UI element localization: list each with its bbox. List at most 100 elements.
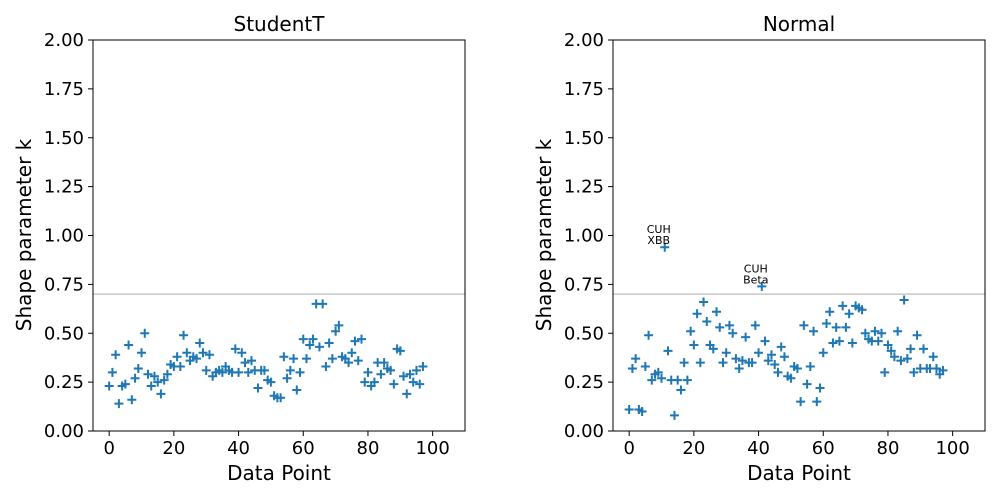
data-point: [363, 367, 373, 377]
data-point: [931, 363, 941, 373]
data-point: [912, 330, 922, 340]
data-point: [805, 361, 815, 371]
data-point: [831, 322, 841, 332]
data-point: [938, 365, 948, 375]
data-point: [411, 365, 421, 375]
data-point: [818, 348, 828, 358]
data-point: [809, 326, 819, 336]
data-point: [728, 328, 738, 338]
data-point: [699, 297, 709, 307]
data-point: [266, 377, 276, 387]
data-point: [331, 326, 341, 336]
data-point: [657, 373, 667, 383]
data-point: [356, 334, 366, 344]
data-point: [844, 309, 854, 319]
x-tick-label: 60: [812, 438, 835, 459]
data-point: [763, 356, 773, 366]
data-point: [928, 352, 938, 362]
data-point: [350, 336, 360, 346]
data-point: [153, 377, 163, 387]
y-tick-label: 1.50: [44, 128, 84, 149]
data-point: [289, 354, 299, 364]
data-point: [812, 397, 822, 407]
data-point: [172, 352, 182, 362]
x-tick-label: 40: [747, 438, 770, 459]
y-tick-label: 1.75: [44, 79, 84, 100]
data-point: [870, 326, 880, 336]
data-point: [695, 358, 705, 368]
data-point: [243, 367, 253, 377]
data-point: [295, 367, 305, 377]
data-point: [841, 322, 851, 332]
data-point: [640, 361, 650, 371]
data-point: [402, 389, 412, 399]
data-point: [376, 369, 386, 379]
data-point: [395, 346, 405, 356]
data-point: [314, 342, 324, 352]
data-point: [731, 354, 741, 364]
y-tick-label: 0.25: [44, 372, 84, 393]
y-tick-label: 1.50: [564, 128, 604, 149]
data-point: [321, 361, 331, 371]
y-tick-label: 0.25: [564, 372, 604, 393]
data-point: [860, 328, 870, 338]
x-tick-label: 0: [103, 438, 114, 459]
data-point: [644, 330, 654, 340]
data-point: [724, 320, 734, 330]
data-point: [893, 326, 903, 336]
data-point: [631, 354, 641, 364]
data-point: [217, 367, 227, 377]
data-point: [175, 361, 185, 371]
data-point: [107, 367, 117, 377]
data-point: [301, 354, 311, 364]
data-point: [737, 356, 747, 366]
x-axis-label: Data Point: [747, 461, 851, 485]
data-point: [405, 369, 415, 379]
data-point: [133, 363, 143, 373]
x-tick-label: 0: [623, 438, 634, 459]
data-point: [718, 358, 728, 368]
data-point: [886, 346, 896, 356]
data-point: [347, 348, 357, 358]
data-point: [873, 336, 883, 346]
data-point: [637, 406, 647, 416]
data-point: [754, 348, 764, 358]
x-tick-label: 100: [935, 438, 969, 459]
data-point: [825, 307, 835, 317]
chart-title: StudentT: [234, 12, 326, 36]
y-tick-label: 0.00: [564, 421, 604, 442]
data-point: [124, 340, 134, 350]
data-point: [247, 356, 257, 366]
data-point: [282, 373, 292, 383]
data-point: [902, 354, 912, 364]
data-point: [799, 320, 809, 330]
data-point: [663, 346, 673, 356]
data-point: [114, 399, 124, 409]
data-point: [201, 365, 211, 375]
data-point: [379, 358, 389, 368]
data-point: [418, 361, 428, 371]
data-point: [143, 369, 153, 379]
data-point: [796, 397, 806, 407]
data-point: [279, 352, 289, 362]
data-point: [660, 242, 670, 252]
data-point: [770, 360, 780, 370]
x-axis-label: Data Point: [227, 461, 331, 485]
data-point: [857, 305, 867, 315]
data-point: [686, 326, 696, 336]
chart-title: Normal: [763, 12, 835, 36]
x-tick-label: 80: [357, 438, 380, 459]
data-point: [802, 379, 812, 389]
data-point: [712, 307, 722, 317]
data-point: [389, 379, 399, 389]
data-point: [669, 410, 679, 420]
data-point: [815, 383, 825, 393]
data-point: [909, 367, 919, 377]
chart-panel-normal: Normal Data Point Shape parameter k 0.00…: [532, 12, 986, 485]
data-point: [292, 385, 302, 395]
data-point: [195, 338, 205, 348]
data-point: [715, 322, 725, 332]
data-point: [156, 389, 166, 399]
data-point: [624, 404, 634, 414]
